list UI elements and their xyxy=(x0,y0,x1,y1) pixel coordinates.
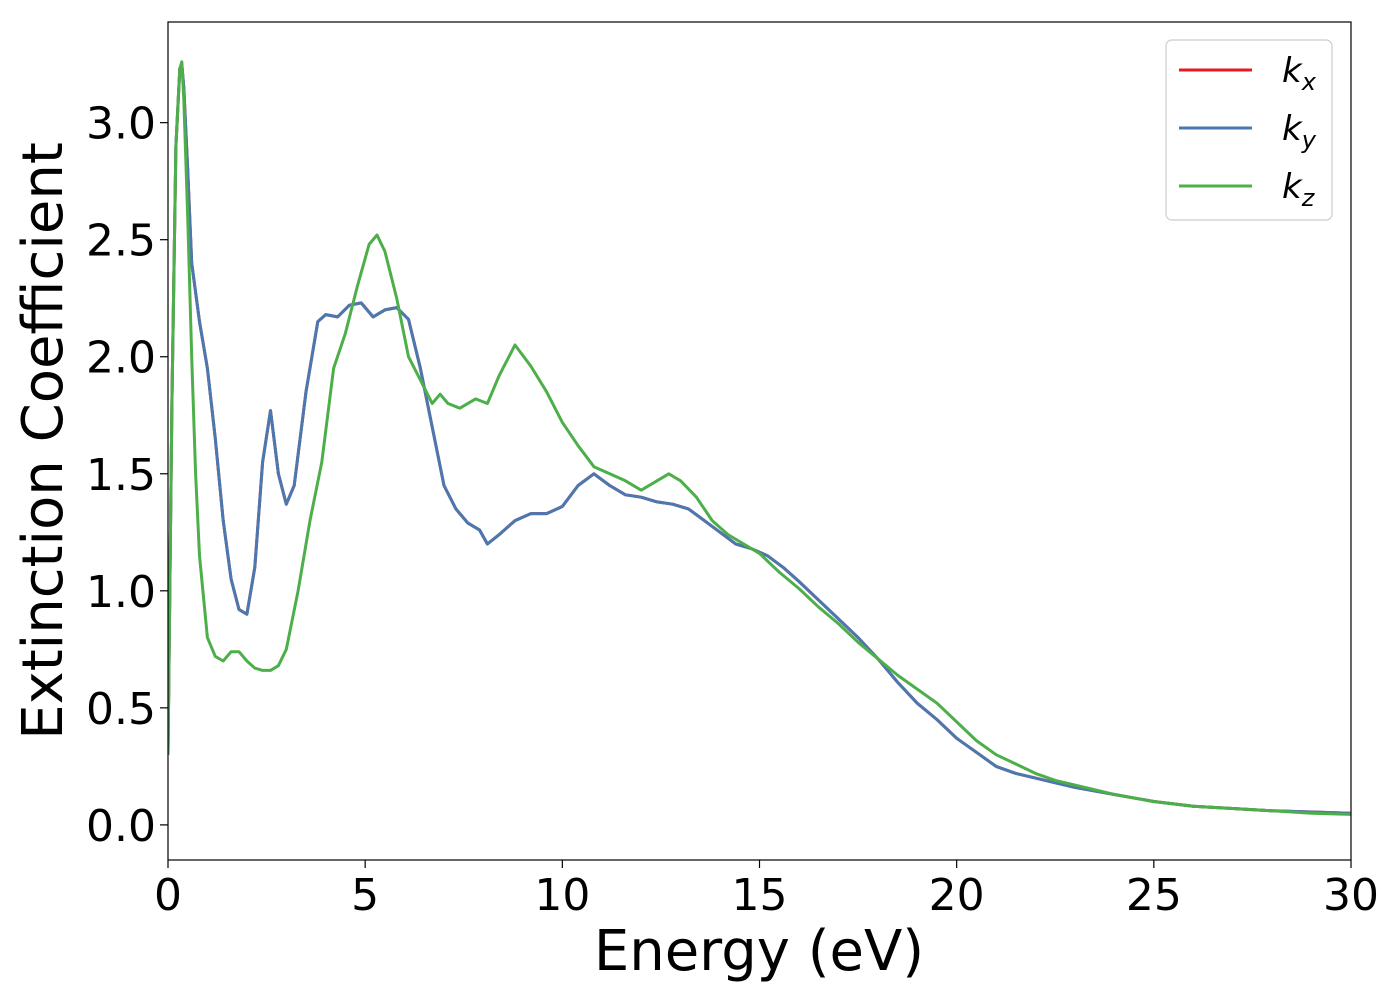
legend: kx ky kz xyxy=(1165,39,1333,221)
axes: 0 5 10 15 20 25 30 0.0 0.5 1.0 1.5 2.0 2.5 3.0 xyxy=(86,21,1379,921)
y-tick-label: 1.0 xyxy=(86,567,156,618)
legend-label-y: ky xyxy=(1282,109,1317,154)
y-tick-label: 2.5 xyxy=(86,216,156,267)
legend-label-x: kx xyxy=(1282,51,1317,96)
legend-box xyxy=(1165,39,1333,221)
x-tick-label: 25 xyxy=(1126,870,1182,921)
y-tick-label: 0.5 xyxy=(86,684,156,735)
x-tick-label: 5 xyxy=(351,870,379,921)
y-tick-label: 2.0 xyxy=(86,333,156,384)
x-tick-label: 30 xyxy=(1323,870,1379,921)
x-tick-label: 15 xyxy=(732,870,788,921)
x-tick-label: 10 xyxy=(534,870,590,921)
series-line-y xyxy=(168,62,1351,815)
y-axis-label: Extinction Coefficient xyxy=(11,142,76,740)
legend-label-z: kz xyxy=(1282,167,1316,212)
x-axis-label: Energy (eV) xyxy=(594,919,924,984)
x-tick-label: 0 xyxy=(154,870,182,921)
plot-area xyxy=(168,60,1351,816)
y-tick-label: 1.5 xyxy=(86,450,156,501)
x-tick-label: 20 xyxy=(929,870,985,921)
series-line-z xyxy=(168,60,1351,816)
y-tick-label: 0.0 xyxy=(86,801,156,852)
y-tick-label: 3.0 xyxy=(86,99,156,150)
